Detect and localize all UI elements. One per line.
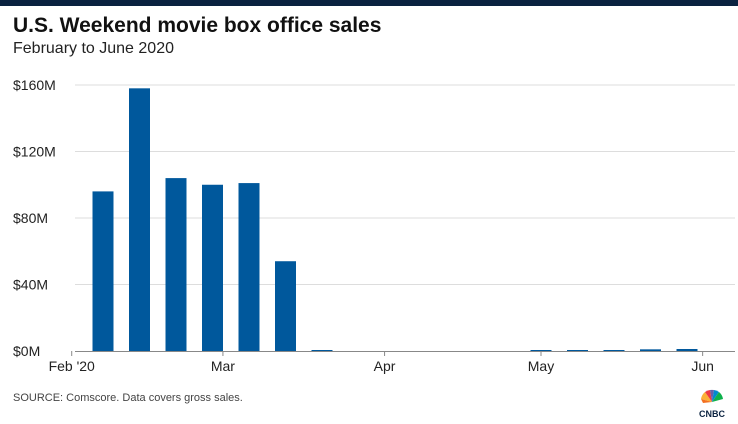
x-tick-label: Mar <box>211 358 235 374</box>
x-tick-label: Jun <box>691 358 714 374</box>
bar <box>567 350 588 351</box>
bars <box>92 88 698 351</box>
bar <box>311 350 333 351</box>
source-note: SOURCE: Comscore. Data covers gross sale… <box>13 392 243 404</box>
bar <box>676 349 698 351</box>
x-axis-labels: Feb '20 Mar Apr May Jun <box>49 358 714 374</box>
bar <box>603 350 625 351</box>
y-axis-labels: $0M $40M $80M $120M $160M <box>13 77 56 359</box>
x-tick-label: Feb '20 <box>49 358 95 374</box>
bar <box>238 183 260 351</box>
bar <box>275 261 296 351</box>
y-tick-label: $0M <box>13 343 40 359</box>
y-tick-label: $120M <box>13 144 56 160</box>
y-tick-label: $160M <box>13 77 56 93</box>
top-accent-bar <box>0 0 738 6</box>
y-tick-label: $40M <box>13 277 48 293</box>
y-tick-label: $80M <box>13 210 48 226</box>
x-tick-label: May <box>528 358 554 374</box>
bar <box>165 178 187 351</box>
chart-subtitle: February to June 2020 <box>13 40 174 57</box>
cnbc-logo-icon: CNBC <box>699 389 725 419</box>
bar <box>129 88 150 351</box>
bar <box>640 349 661 351</box>
logo-text: CNBC <box>699 409 725 419</box>
bar <box>202 184 223 351</box>
chart-title: U.S. Weekend movie box office sales <box>13 14 382 37</box>
bar <box>92 191 114 351</box>
x-axis-ticks <box>71 351 704 356</box>
x-tick-label: Apr <box>374 358 396 374</box>
bar <box>530 350 552 351</box>
bar-chart: $0M $40M $80M $120M $160M Feb '20 Mar Apr May Ju… <box>13 77 735 374</box>
